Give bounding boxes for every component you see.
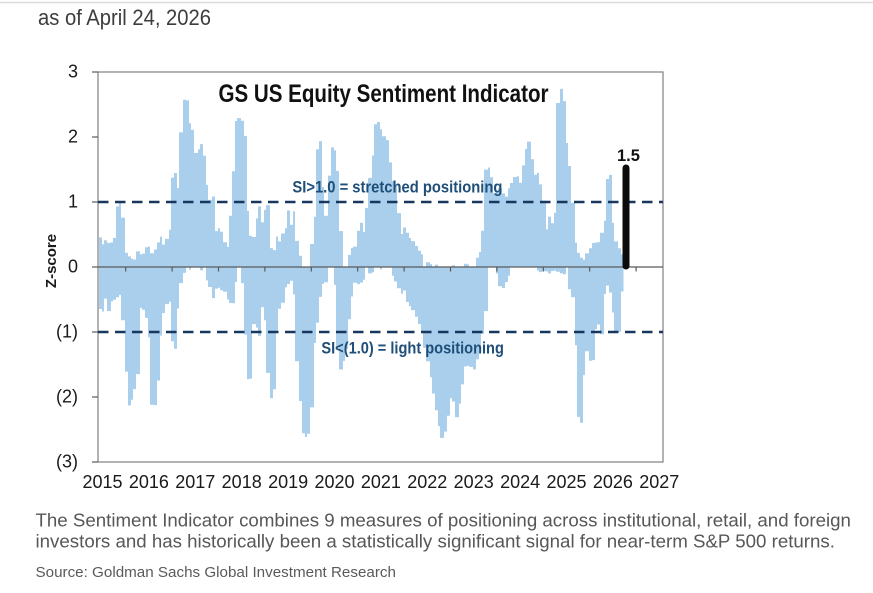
svg-text:2022: 2022 bbox=[407, 472, 447, 492]
svg-text:2025: 2025 bbox=[546, 472, 586, 492]
svg-text:GS US Equity Sentiment Indicat: GS US Equity Sentiment Indicator bbox=[219, 80, 549, 108]
svg-text:The Sentiment Indicator combin: The Sentiment Indicator combines 9 measu… bbox=[36, 510, 851, 531]
svg-text:Source: Goldman Sachs Global I: Source: Goldman Sachs Global Investment … bbox=[36, 564, 396, 581]
svg-text:Z-score: Z-score bbox=[43, 234, 60, 288]
svg-text:2015: 2015 bbox=[82, 472, 122, 492]
svg-text:2024: 2024 bbox=[500, 472, 540, 492]
svg-text:2026: 2026 bbox=[593, 472, 633, 492]
svg-text:SI<(1.0) = light positioning: SI<(1.0) = light positioning bbox=[321, 339, 504, 358]
svg-text:as of April 24, 2026: as of April 24, 2026 bbox=[38, 5, 211, 30]
svg-text:(2): (2) bbox=[56, 387, 78, 407]
svg-text:2023: 2023 bbox=[454, 472, 494, 492]
svg-text:investors and has historically: investors and has historically been a st… bbox=[36, 531, 835, 552]
svg-text:2021: 2021 bbox=[361, 472, 401, 492]
svg-text:0: 0 bbox=[68, 257, 78, 277]
svg-text:2018: 2018 bbox=[222, 472, 262, 492]
svg-text:3: 3 bbox=[68, 62, 78, 82]
svg-text:2019: 2019 bbox=[268, 472, 308, 492]
svg-text:2017: 2017 bbox=[175, 472, 215, 492]
svg-text:(3): (3) bbox=[56, 452, 78, 472]
svg-text:2020: 2020 bbox=[314, 472, 354, 492]
svg-text:2016: 2016 bbox=[129, 472, 169, 492]
svg-text:2: 2 bbox=[68, 127, 78, 147]
svg-text:(1): (1) bbox=[56, 322, 78, 342]
svg-text:SI>1.0 = stretched positioning: SI>1.0 = stretched positioning bbox=[292, 178, 502, 197]
svg-text:1: 1 bbox=[68, 192, 78, 212]
svg-text:1.5: 1.5 bbox=[617, 147, 640, 165]
svg-text:2027: 2027 bbox=[639, 472, 679, 492]
